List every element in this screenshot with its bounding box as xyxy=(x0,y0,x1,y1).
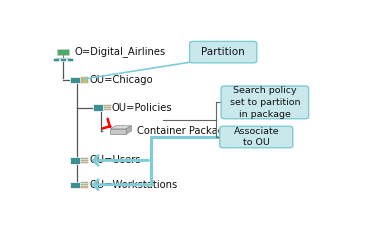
FancyBboxPatch shape xyxy=(70,157,80,164)
Text: Container Package: Container Package xyxy=(137,126,230,137)
FancyBboxPatch shape xyxy=(105,109,111,110)
FancyBboxPatch shape xyxy=(220,126,293,148)
FancyBboxPatch shape xyxy=(57,49,69,55)
Text: OU=Chicago: OU=Chicago xyxy=(89,75,153,85)
FancyBboxPatch shape xyxy=(82,77,88,79)
FancyBboxPatch shape xyxy=(82,81,88,83)
FancyBboxPatch shape xyxy=(105,105,111,106)
FancyBboxPatch shape xyxy=(82,184,88,185)
FancyBboxPatch shape xyxy=(105,107,111,108)
FancyBboxPatch shape xyxy=(221,86,309,119)
FancyBboxPatch shape xyxy=(67,58,73,61)
FancyBboxPatch shape xyxy=(190,41,257,63)
Polygon shape xyxy=(110,129,126,134)
Text: OU=Workstations: OU=Workstations xyxy=(89,180,178,190)
Text: Search policy
set to partition
in package: Search policy set to partition in packag… xyxy=(230,86,300,119)
Text: OU=Users: OU=Users xyxy=(89,155,141,165)
Text: O=Digital_Airlines: O=Digital_Airlines xyxy=(75,46,166,57)
Polygon shape xyxy=(126,126,131,134)
Text: OU=Policies: OU=Policies xyxy=(111,103,172,112)
Text: Associate
to OU: Associate to OU xyxy=(233,127,279,147)
FancyBboxPatch shape xyxy=(82,162,88,163)
FancyBboxPatch shape xyxy=(82,79,88,81)
FancyBboxPatch shape xyxy=(60,58,66,61)
Text: Partition: Partition xyxy=(201,47,245,57)
FancyBboxPatch shape xyxy=(82,186,88,187)
FancyBboxPatch shape xyxy=(93,104,103,111)
FancyBboxPatch shape xyxy=(70,77,80,83)
FancyBboxPatch shape xyxy=(70,182,80,188)
Polygon shape xyxy=(110,126,131,129)
FancyBboxPatch shape xyxy=(82,182,88,183)
FancyBboxPatch shape xyxy=(82,158,88,159)
FancyBboxPatch shape xyxy=(82,160,88,161)
FancyBboxPatch shape xyxy=(53,58,59,61)
